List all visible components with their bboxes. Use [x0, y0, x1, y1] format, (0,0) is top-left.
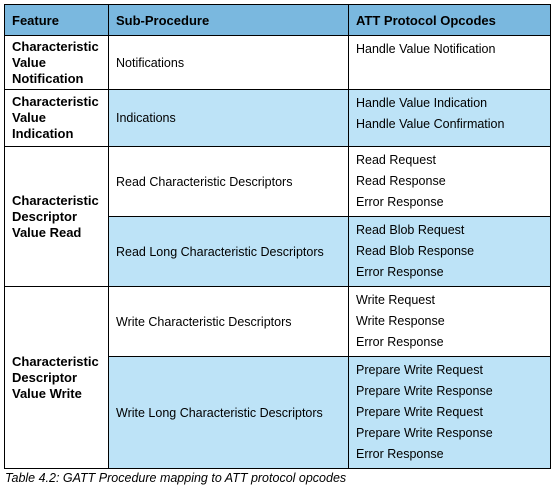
- opcode: Read Response: [356, 174, 446, 188]
- sub-procedure-cell: Read Characteristic Descriptors: [108, 146, 349, 217]
- opcodes-cell: Write Request Write Response Error Respo…: [348, 286, 551, 357]
- feature-line: Value: [12, 110, 46, 125]
- opcode: Error Response: [356, 335, 444, 349]
- feature-cell: Characteristic Value Indication: [4, 89, 109, 147]
- opcode: Error Response: [356, 265, 444, 279]
- feature-line: Characteristic: [12, 353, 99, 369]
- feature-line: Notification: [12, 70, 84, 86]
- feature-line: Indication: [12, 126, 74, 141]
- sub-procedure-cell: Indications: [108, 89, 349, 147]
- table-row: Characteristic Descriptor Value Read Rea…: [4, 146, 551, 287]
- opcode: Handle Value Indication: [356, 96, 488, 110]
- opcodes-cell: Read Request Read Response Error Respons…: [348, 146, 551, 217]
- feature-line: Descriptor: [12, 208, 78, 224]
- opcode: Error Response: [356, 447, 444, 461]
- opcodes-cell: Prepare Write Request Prepare Write Resp…: [348, 356, 551, 469]
- feature-line: Characteristic: [12, 38, 99, 54]
- opcode: Write Response: [356, 314, 445, 328]
- feature-line: Descriptor: [12, 369, 78, 385]
- feature-line: Value Write: [12, 385, 82, 401]
- feature-line: Characteristic: [12, 94, 99, 109]
- opcodes-cell: Read Blob Request Read Blob Response Err…: [348, 216, 551, 287]
- header-feature: Feature: [4, 4, 109, 36]
- opcode: Error Response: [356, 195, 444, 209]
- feature-cell: Characteristic Descriptor Value Read: [4, 146, 109, 287]
- feature-line: Characteristic: [12, 192, 99, 208]
- opcode: Write Request: [356, 293, 435, 307]
- opcode: Read Request: [356, 153, 436, 167]
- feature-cell: Characteristic Value Notification: [4, 35, 109, 90]
- opcode: Read Blob Request: [356, 223, 465, 237]
- opcode: Prepare Write Request: [356, 405, 483, 419]
- opcode: Handle Value Confirmation: [356, 117, 505, 131]
- header-att-opcodes: ATT Protocol Opcodes: [348, 4, 551, 36]
- sub-procedure-cell: Write Long Characteristic Descriptors: [108, 356, 349, 469]
- opcodes-cell: Handle Value Indication Handle Value Con…: [348, 89, 551, 147]
- sub-procedure-cell: Read Long Characteristic Descriptors: [108, 216, 349, 287]
- table-row: Write Long Characteristic Descriptors Pr…: [5, 356, 551, 469]
- table-row: Characteristic Value Notification Notifi…: [4, 35, 551, 90]
- sub-procedure-cell: Write Characteristic Descriptors: [108, 286, 349, 357]
- opcodes-cell: Handle Value Notification: [348, 35, 551, 90]
- opcode: Read Blob Response: [356, 244, 475, 258]
- table-row: Characteristic Value Indication Indicati…: [4, 89, 551, 147]
- header-sub-procedure: Sub-Procedure: [108, 4, 349, 36]
- opcode: Handle Value Notification: [356, 42, 496, 56]
- table-header-row: Feature Sub-Procedure ATT Protocol Opcod…: [4, 4, 551, 36]
- feature-cell: Characteristic Descriptor Value Write: [4, 286, 109, 469]
- opcode: Prepare Write Response: [356, 384, 493, 398]
- table-row: Read Long Characteristic Descriptors Rea…: [5, 216, 551, 287]
- feature-line: Value Read: [12, 224, 82, 240]
- table-row: Characteristic Descriptor Value Write Wr…: [4, 286, 551, 469]
- gatt-procedure-table: Feature Sub-Procedure ATT Protocol Opcod…: [4, 4, 551, 469]
- feature-line: Value: [12, 54, 46, 70]
- sub-procedure-cell: Notifications: [108, 35, 349, 90]
- opcode: Prepare Write Response: [356, 426, 493, 440]
- opcode: Prepare Write Request: [356, 363, 483, 377]
- table-caption: Table 4.2: GATT Procedure mapping to ATT…: [5, 471, 347, 485]
